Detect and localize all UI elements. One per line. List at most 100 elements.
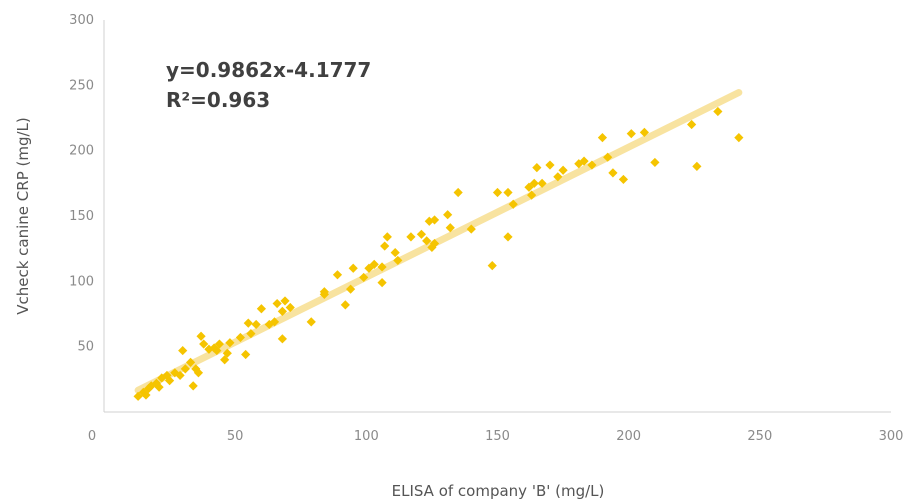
x-tick-label: 0 bbox=[88, 429, 96, 444]
data-point bbox=[639, 127, 650, 137]
data-point bbox=[348, 263, 358, 273]
data-point bbox=[185, 357, 196, 367]
data-point bbox=[319, 289, 329, 299]
data-point bbox=[529, 178, 539, 188]
x-tick-label: 250 bbox=[747, 429, 772, 444]
r-squared-label: R²=0.963 bbox=[166, 88, 270, 112]
data-point bbox=[359, 272, 369, 283]
data-point bbox=[243, 318, 253, 328]
data-point bbox=[199, 339, 209, 349]
data-point bbox=[453, 187, 463, 198]
y-tick-label: 50 bbox=[77, 340, 94, 355]
data-point bbox=[524, 182, 534, 192]
data-point bbox=[340, 300, 350, 310]
x-tick-label: 100 bbox=[354, 429, 379, 444]
data-point bbox=[527, 190, 537, 200]
y-tick-labels: 50 100 150 200 250 300 bbox=[69, 13, 94, 355]
data-point bbox=[532, 163, 542, 173]
data-point bbox=[618, 174, 629, 185]
data-point bbox=[377, 278, 387, 288]
data-point bbox=[306, 317, 316, 327]
data-point bbox=[377, 262, 387, 272]
data-point bbox=[558, 165, 568, 175]
y-axis-title: Vcheck canine CRP (mg/L) bbox=[14, 117, 32, 315]
data-point bbox=[175, 370, 185, 381]
data-point bbox=[285, 302, 295, 313]
y-tick-label: 250 bbox=[69, 78, 94, 93]
data-point bbox=[487, 261, 497, 271]
data-point bbox=[734, 133, 744, 143]
data-point bbox=[154, 382, 164, 392]
x-tick-label: 50 bbox=[227, 429, 244, 444]
data-point bbox=[626, 129, 636, 139]
data-point bbox=[269, 317, 280, 327]
data-point bbox=[587, 160, 597, 170]
data-point bbox=[597, 133, 608, 143]
data-point bbox=[277, 306, 287, 316]
data-point bbox=[345, 284, 356, 294]
data-point bbox=[280, 296, 290, 306]
data-point bbox=[251, 319, 261, 330]
data-point bbox=[196, 331, 206, 341]
data-point bbox=[170, 368, 180, 378]
data-point bbox=[429, 238, 440, 249]
data-point bbox=[225, 338, 235, 348]
x-axis-title: ELISA of company 'B' (mg/L) bbox=[392, 482, 605, 500]
data-point bbox=[692, 161, 702, 171]
data-point bbox=[164, 376, 175, 386]
data-point bbox=[382, 232, 392, 242]
data-point bbox=[579, 156, 589, 166]
data-point bbox=[445, 223, 455, 233]
data-point bbox=[429, 215, 440, 225]
data-point bbox=[443, 210, 453, 220]
data-point bbox=[390, 247, 400, 258]
data-point bbox=[193, 368, 204, 378]
data-point bbox=[687, 119, 697, 130]
data-point bbox=[141, 390, 151, 400]
data-point bbox=[332, 270, 343, 280]
x-tick-labels: 0 50 100 150 200 250 300 bbox=[88, 429, 904, 444]
data-point bbox=[214, 339, 225, 349]
data-point bbox=[277, 334, 287, 344]
data-point bbox=[503, 232, 513, 242]
data-point bbox=[178, 345, 188, 356]
data-point bbox=[143, 383, 154, 394]
data-point bbox=[406, 232, 416, 242]
regression-equation: y=0.9862x-4.1777 bbox=[166, 58, 371, 82]
x-tick-label: 150 bbox=[485, 429, 510, 444]
data-point bbox=[369, 259, 379, 269]
axes bbox=[103, 20, 891, 413]
data-point bbox=[235, 332, 246, 343]
data-point bbox=[537, 178, 547, 188]
data-point bbox=[246, 329, 256, 339]
x-tick-label: 200 bbox=[616, 429, 641, 444]
data-point bbox=[256, 304, 266, 314]
data-point bbox=[427, 242, 437, 252]
data-point bbox=[146, 381, 156, 391]
data-point bbox=[508, 199, 518, 209]
data-point bbox=[608, 168, 618, 178]
data-point bbox=[603, 152, 613, 162]
data-point bbox=[393, 255, 403, 266]
data-point bbox=[222, 348, 232, 358]
data-point bbox=[416, 229, 427, 239]
data-points bbox=[133, 106, 744, 401]
data-point bbox=[241, 349, 251, 360]
data-point bbox=[422, 236, 432, 246]
data-point bbox=[650, 157, 660, 168]
data-point bbox=[545, 160, 555, 170]
y-tick-label: 150 bbox=[69, 209, 94, 224]
data-point bbox=[713, 106, 723, 117]
data-point bbox=[553, 172, 563, 182]
data-point bbox=[503, 187, 513, 198]
data-point bbox=[492, 187, 503, 198]
data-point bbox=[204, 344, 214, 354]
x-tick-label: 300 bbox=[879, 429, 904, 444]
data-point bbox=[138, 387, 148, 397]
y-tick-label: 200 bbox=[69, 144, 94, 159]
data-point bbox=[272, 298, 282, 309]
data-point bbox=[188, 381, 198, 391]
data-point bbox=[380, 241, 390, 251]
y-tick-label: 100 bbox=[69, 274, 94, 289]
